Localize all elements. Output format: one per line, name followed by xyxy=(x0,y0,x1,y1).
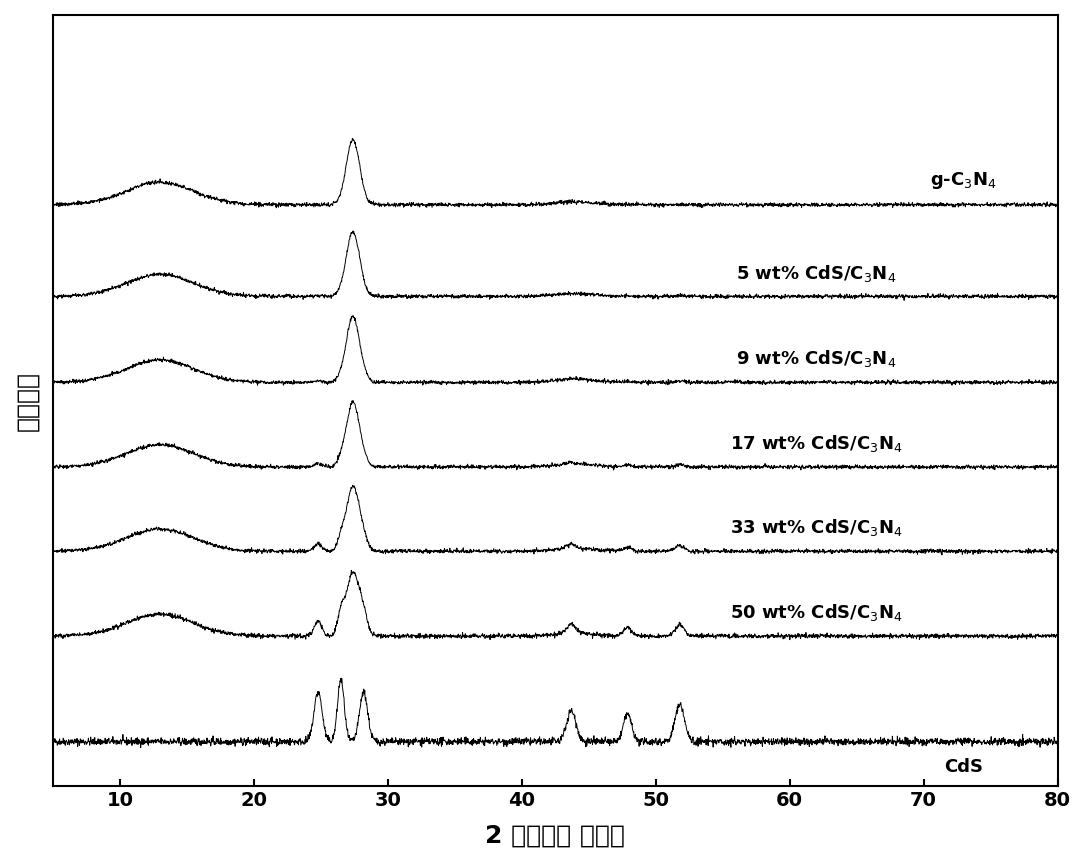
Text: g-C$_3$N$_4$: g-C$_3$N$_4$ xyxy=(931,170,997,192)
Text: CdS: CdS xyxy=(944,758,983,776)
Text: 33 wt% CdS/C$_3$N$_4$: 33 wt% CdS/C$_3$N$_4$ xyxy=(730,518,902,539)
Y-axis label: 相对强度: 相对强度 xyxy=(15,370,39,431)
Text: 17 wt% CdS/C$_3$N$_4$: 17 wt% CdS/C$_3$N$_4$ xyxy=(730,432,902,454)
Text: 9 wt% CdS/C$_3$N$_4$: 9 wt% CdS/C$_3$N$_4$ xyxy=(736,348,897,369)
Text: 5 wt% CdS/C$_3$N$_4$: 5 wt% CdS/C$_3$N$_4$ xyxy=(736,263,897,284)
Text: 50 wt% CdS/C$_3$N$_4$: 50 wt% CdS/C$_3$N$_4$ xyxy=(730,602,902,623)
X-axis label: 2 倍入射角 （度）: 2 倍入射角 （度） xyxy=(485,824,626,848)
